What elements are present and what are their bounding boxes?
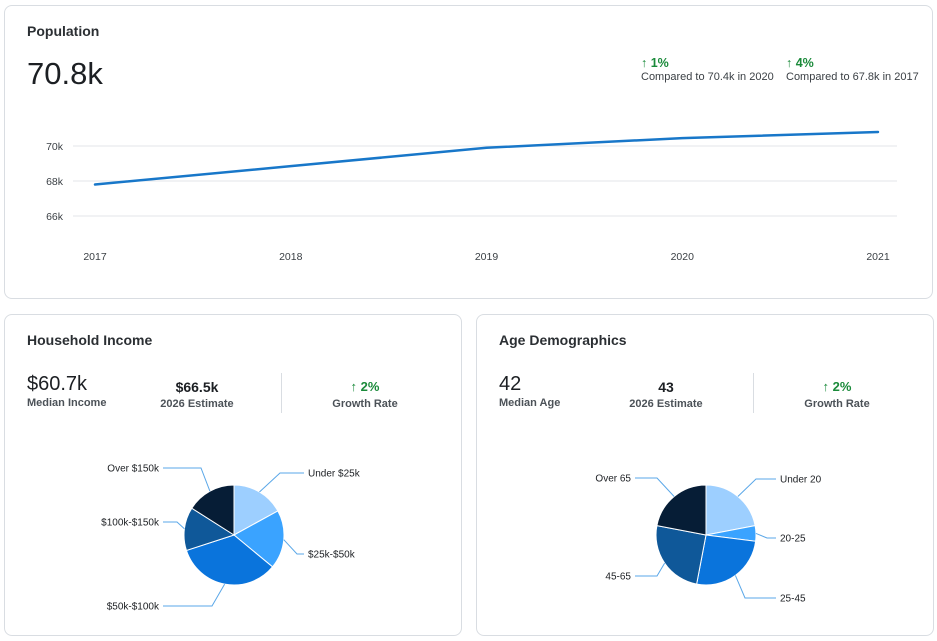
leader-line (635, 562, 666, 577)
slice-label: $50k-$100k (107, 602, 160, 613)
data-point (679, 135, 685, 141)
x-tick-label: 2019 (475, 251, 499, 263)
pie-slice (696, 534, 757, 586)
median-income-label: Median Income (27, 397, 107, 409)
age-growth-label: Growth Rate (804, 398, 870, 410)
divider (281, 373, 282, 413)
median-age-value: 42 (499, 373, 522, 395)
median-income-value: $60.7k (27, 373, 88, 395)
leader-line (734, 575, 776, 599)
x-tick-label: 2017 (83, 251, 107, 263)
data-point (288, 163, 294, 169)
household-income-card: Household Income $60.7k Median Income $6… (4, 314, 462, 636)
age-estimate-stat: 43 2026 Estimate (601, 379, 731, 410)
income-estimate-stat: $66.5k 2026 Estimate (132, 379, 262, 410)
population-title: Population (27, 23, 100, 39)
slice-label: 45-65 (605, 572, 631, 583)
age-estimate-label: 2026 Estimate (629, 398, 703, 410)
income-estimate-value: $66.5k (175, 379, 219, 395)
income-estimate-label: 2026 Estimate (160, 398, 234, 410)
income-growth-stat: ↑ 2% Growth Rate (300, 379, 430, 410)
leader-line (163, 583, 226, 607)
y-tick-label: 70k (46, 141, 64, 153)
leader-line (163, 521, 185, 530)
divider (753, 373, 754, 413)
slice-label: Over $150k (107, 464, 160, 475)
median-age-label: Median Age (499, 397, 561, 409)
age-pie-chart: Under 20 20-25 25-45 45-65 Over 65 (595, 474, 822, 605)
up-arrow-icon: ↑ (822, 379, 830, 394)
slice-label: 20-25 (780, 534, 806, 545)
pie-slice (655, 525, 707, 585)
comparison-2017-text: Compared to 67.8k in 2017 (786, 71, 919, 83)
age-demographics-card: Age Demographics 42 Median Age 43 2026 E… (476, 314, 934, 636)
y-tick-label: 66k (46, 211, 64, 223)
y-tick-label: 68k (46, 176, 64, 188)
leader-line (755, 532, 776, 539)
income-growth-value: ↑ 2% (350, 379, 380, 394)
population-value: 70.8k (27, 56, 103, 91)
leader-line (283, 539, 304, 555)
comparison-2017-delta: ↑ 4% (786, 56, 814, 70)
pie-slice (656, 484, 707, 536)
slice-label: $25k-$50k (308, 550, 356, 561)
up-arrow-icon: ↑ (641, 56, 648, 70)
income-pie-chart: Under $25k $25k-$50k $50k-$100k $100k-$150k… (101, 464, 361, 613)
data-point (92, 182, 98, 188)
pie-slice (185, 534, 274, 586)
income-growth-label: Growth Rate (332, 398, 398, 410)
leader-line (259, 472, 304, 493)
comparison-2017: ↑ 4% Compared to 67.8k in 2017 (786, 56, 919, 83)
population-line-chart: 66k 68k 70k 2017 2018 2019 2020 2021 (46, 129, 897, 263)
pie-slice (191, 484, 235, 536)
household-income-title: Household Income (27, 332, 153, 348)
slice-label: 25-45 (780, 594, 806, 605)
leader-line (163, 467, 211, 492)
slice-label: $100k-$150k (101, 518, 160, 529)
x-tick-label: 2020 (671, 251, 695, 263)
age-growth-stat: ↑ 2% Growth Rate (772, 379, 902, 410)
median-income-stat: $60.7k Median Income (27, 373, 106, 409)
pie-slice (233, 510, 285, 568)
up-arrow-icon: ↑ (786, 56, 793, 70)
pie-slice (705, 484, 756, 536)
age-estimate-value: 43 (658, 379, 674, 395)
x-tick-label: 2018 (279, 251, 303, 263)
data-point (484, 145, 490, 151)
age-demographics-title: Age Demographics (499, 332, 627, 348)
leader-line (737, 478, 776, 497)
pie-slice (233, 484, 279, 536)
comparison-2020: ↑ 1% Compared to 70.4k in 2020 (641, 56, 774, 83)
comparison-2020-text: Compared to 70.4k in 2020 (641, 71, 774, 83)
age-growth-value: ↑ 2% (822, 379, 852, 394)
data-point (875, 129, 881, 135)
slice-label: Under $25k (308, 469, 361, 480)
x-tick-label: 2021 (866, 251, 890, 263)
leader-line (635, 477, 675, 497)
comparison-2020-delta: ↑ 1% (641, 56, 669, 70)
population-line (93, 130, 880, 186)
median-age-stat: 42 Median Age (499, 373, 560, 409)
up-arrow-icon: ↑ (350, 379, 358, 394)
population-card: Population 70.8k ↑ 1% Compared to 70.4k … (4, 5, 933, 299)
slice-label: Under 20 (780, 475, 822, 486)
slice-label: Over 65 (595, 474, 631, 485)
